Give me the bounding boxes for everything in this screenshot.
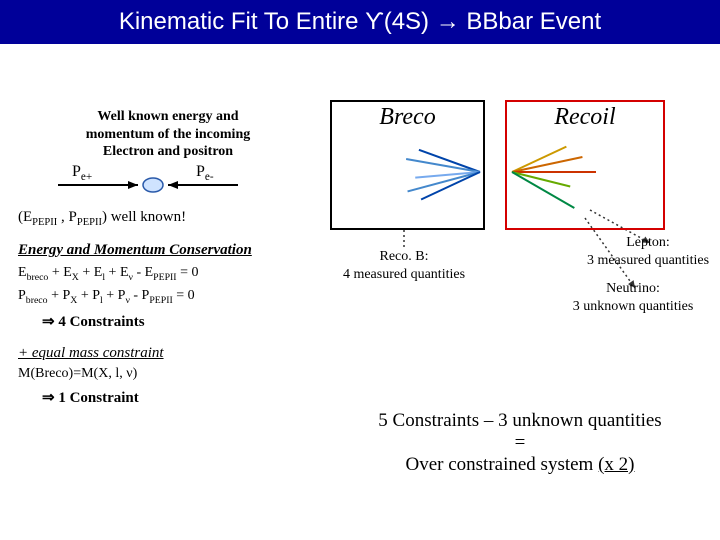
known-post: ) well known! — [102, 209, 186, 225]
known-pre: (E — [18, 209, 32, 225]
momentum-equation: Pbreco + PX + Pl + Pν - PPEPII = 0 — [18, 288, 318, 306]
breco-box: Breco — [330, 100, 485, 230]
one-constraint: 1 Constraint — [55, 390, 139, 406]
recoil-label: Recoil — [554, 104, 615, 130]
lepton-label: Lepton: 3 measured quantities — [568, 234, 720, 269]
p-eplus-p: P — [72, 163, 81, 180]
neutrino-l1: Neutrino: — [606, 281, 660, 296]
recoB-label: Reco. B: 4 measured quantities — [304, 248, 504, 283]
one-constraint-line: ⇒ 1 Constraint — [18, 388, 318, 407]
incoming-l3: Electron and positron — [103, 144, 233, 159]
title-arrow: → — [436, 8, 460, 35]
p-eminus-sub: e- — [205, 171, 214, 183]
known-sub2: PEPII — [77, 217, 102, 228]
diagram-area: Breco Recoil Reco. B: 4 measured quantit… — [300, 100, 700, 280]
known-mid: , P — [57, 209, 77, 225]
breco-label: Breco — [379, 104, 435, 130]
beam-diagram: Pe+ Pe- — [18, 163, 318, 197]
arrow-sym-1: ⇒ — [42, 314, 55, 330]
recoB-l1: Reco. B: — [380, 249, 429, 264]
known-sub1: PEPII — [32, 217, 57, 228]
left-column: Well known energy and momentum of the in… — [18, 108, 318, 407]
emc-heading: Energy and Momentum Conservation — [18, 242, 318, 259]
four-constraints: 4 Constraints — [55, 314, 145, 330]
conclusion-l2a: Over constrained system — [406, 454, 599, 475]
incoming-desc: Well known energy and momentum of the in… — [63, 108, 273, 161]
energy-equation: Ebreco + EX + El + Eν - EPEPII = 0 — [18, 265, 318, 283]
beam-svg — [18, 163, 318, 197]
wellknown-line: (EPEPII , PPEPII) well known! — [18, 209, 318, 228]
mass-equation: M(Breco)=M(X, l, ν) — [18, 366, 318, 382]
conclusion-l2b: (x 2) — [598, 454, 634, 475]
recoB-l2: 4 measured quantities — [343, 267, 465, 282]
neutrino-l2: 3 unknown quantities — [573, 299, 694, 314]
title-bar: Kinematic Fit To Entire ϒ(4S) → BBbar Ev… — [0, 0, 720, 44]
four-constraints-line: ⇒ 4 Constraints — [18, 312, 318, 331]
p-eplus-label: Pe+ — [72, 163, 92, 183]
conclusion-block: 5 Constraints – 3 unknown quantities = O… — [330, 410, 710, 476]
recoil-box: Recoil — [505, 100, 665, 230]
title-before: Kinematic Fit To Entire — [119, 8, 365, 35]
lepton-l2: 3 measured quantities — [587, 253, 709, 268]
title-upsilon: ϒ(4S) — [365, 8, 436, 35]
conclusion-l2: Over constrained system (x 2) — [330, 454, 710, 476]
p-eminus-p: P — [196, 163, 205, 180]
p-eminus-label: Pe- — [196, 163, 214, 183]
title-after: BBbar Event — [460, 8, 601, 35]
incoming-l1: Well known energy and — [97, 109, 238, 124]
lepton-l1: Lepton: — [626, 235, 670, 250]
neutrino-label: Neutrino: 3 unknown quantities — [548, 280, 718, 315]
p-eplus-sub: e+ — [81, 171, 92, 183]
conclusion-eq: = — [330, 432, 710, 454]
conclusion-l1: 5 Constraints – 3 unknown quantities — [330, 410, 710, 432]
equal-mass-line: + equal mass constraint — [18, 345, 318, 362]
incoming-l2: momentum of the incoming — [86, 127, 251, 142]
arrow-sym-2: ⇒ — [42, 390, 55, 406]
